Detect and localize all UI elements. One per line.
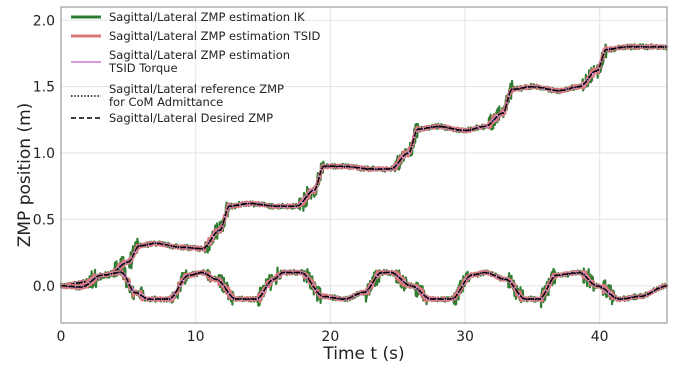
y-tick-label: 0.0: [33, 279, 55, 295]
x-tick-label: 30: [456, 329, 474, 345]
y-tick-label: 1.5: [33, 80, 55, 96]
x-tick-label: 40: [591, 329, 609, 345]
legend-entry-label: Sagittal/Lateral Desired ZMP: [109, 111, 273, 125]
y-axis-label: ZMP position (m): [15, 103, 35, 248]
series-layer: [59, 43, 669, 309]
legend-entry-label: TSID Torque: [108, 61, 178, 75]
y-tick-label: 2.0: [33, 13, 55, 29]
lateral-series-line-4: [60, 271, 668, 300]
y-tick-label: 1.0: [33, 146, 55, 162]
x-tick-label: 10: [187, 329, 205, 345]
y-tick-label: 0.5: [33, 212, 55, 228]
legend-entry-label: Sagittal/Lateral reference ZMP: [109, 82, 284, 96]
legend-entry-label: Sagittal/Lateral ZMP estimation IK: [109, 10, 305, 24]
legend-entry-label: for CoM Admittance: [109, 95, 223, 109]
x-tick-label: 0: [57, 329, 66, 345]
x-axis-label: Time t (s): [322, 344, 404, 364]
sagittal-series-line-4: [60, 46, 668, 287]
legend-entry-label: Sagittal/Lateral ZMP estimation TSID: [109, 29, 320, 43]
x-tick-label: 20: [321, 329, 339, 345]
plot-frame: [60, 6, 668, 324]
legend-entry-label: Sagittal/Lateral ZMP estimation: [109, 48, 290, 62]
ticks: 0 10 20 30 40 0.0 0.5 1.0 1.5 2.0: [33, 13, 609, 345]
legend: Sagittal/Lateral ZMP estimation IK Sagitt…: [71, 10, 320, 125]
